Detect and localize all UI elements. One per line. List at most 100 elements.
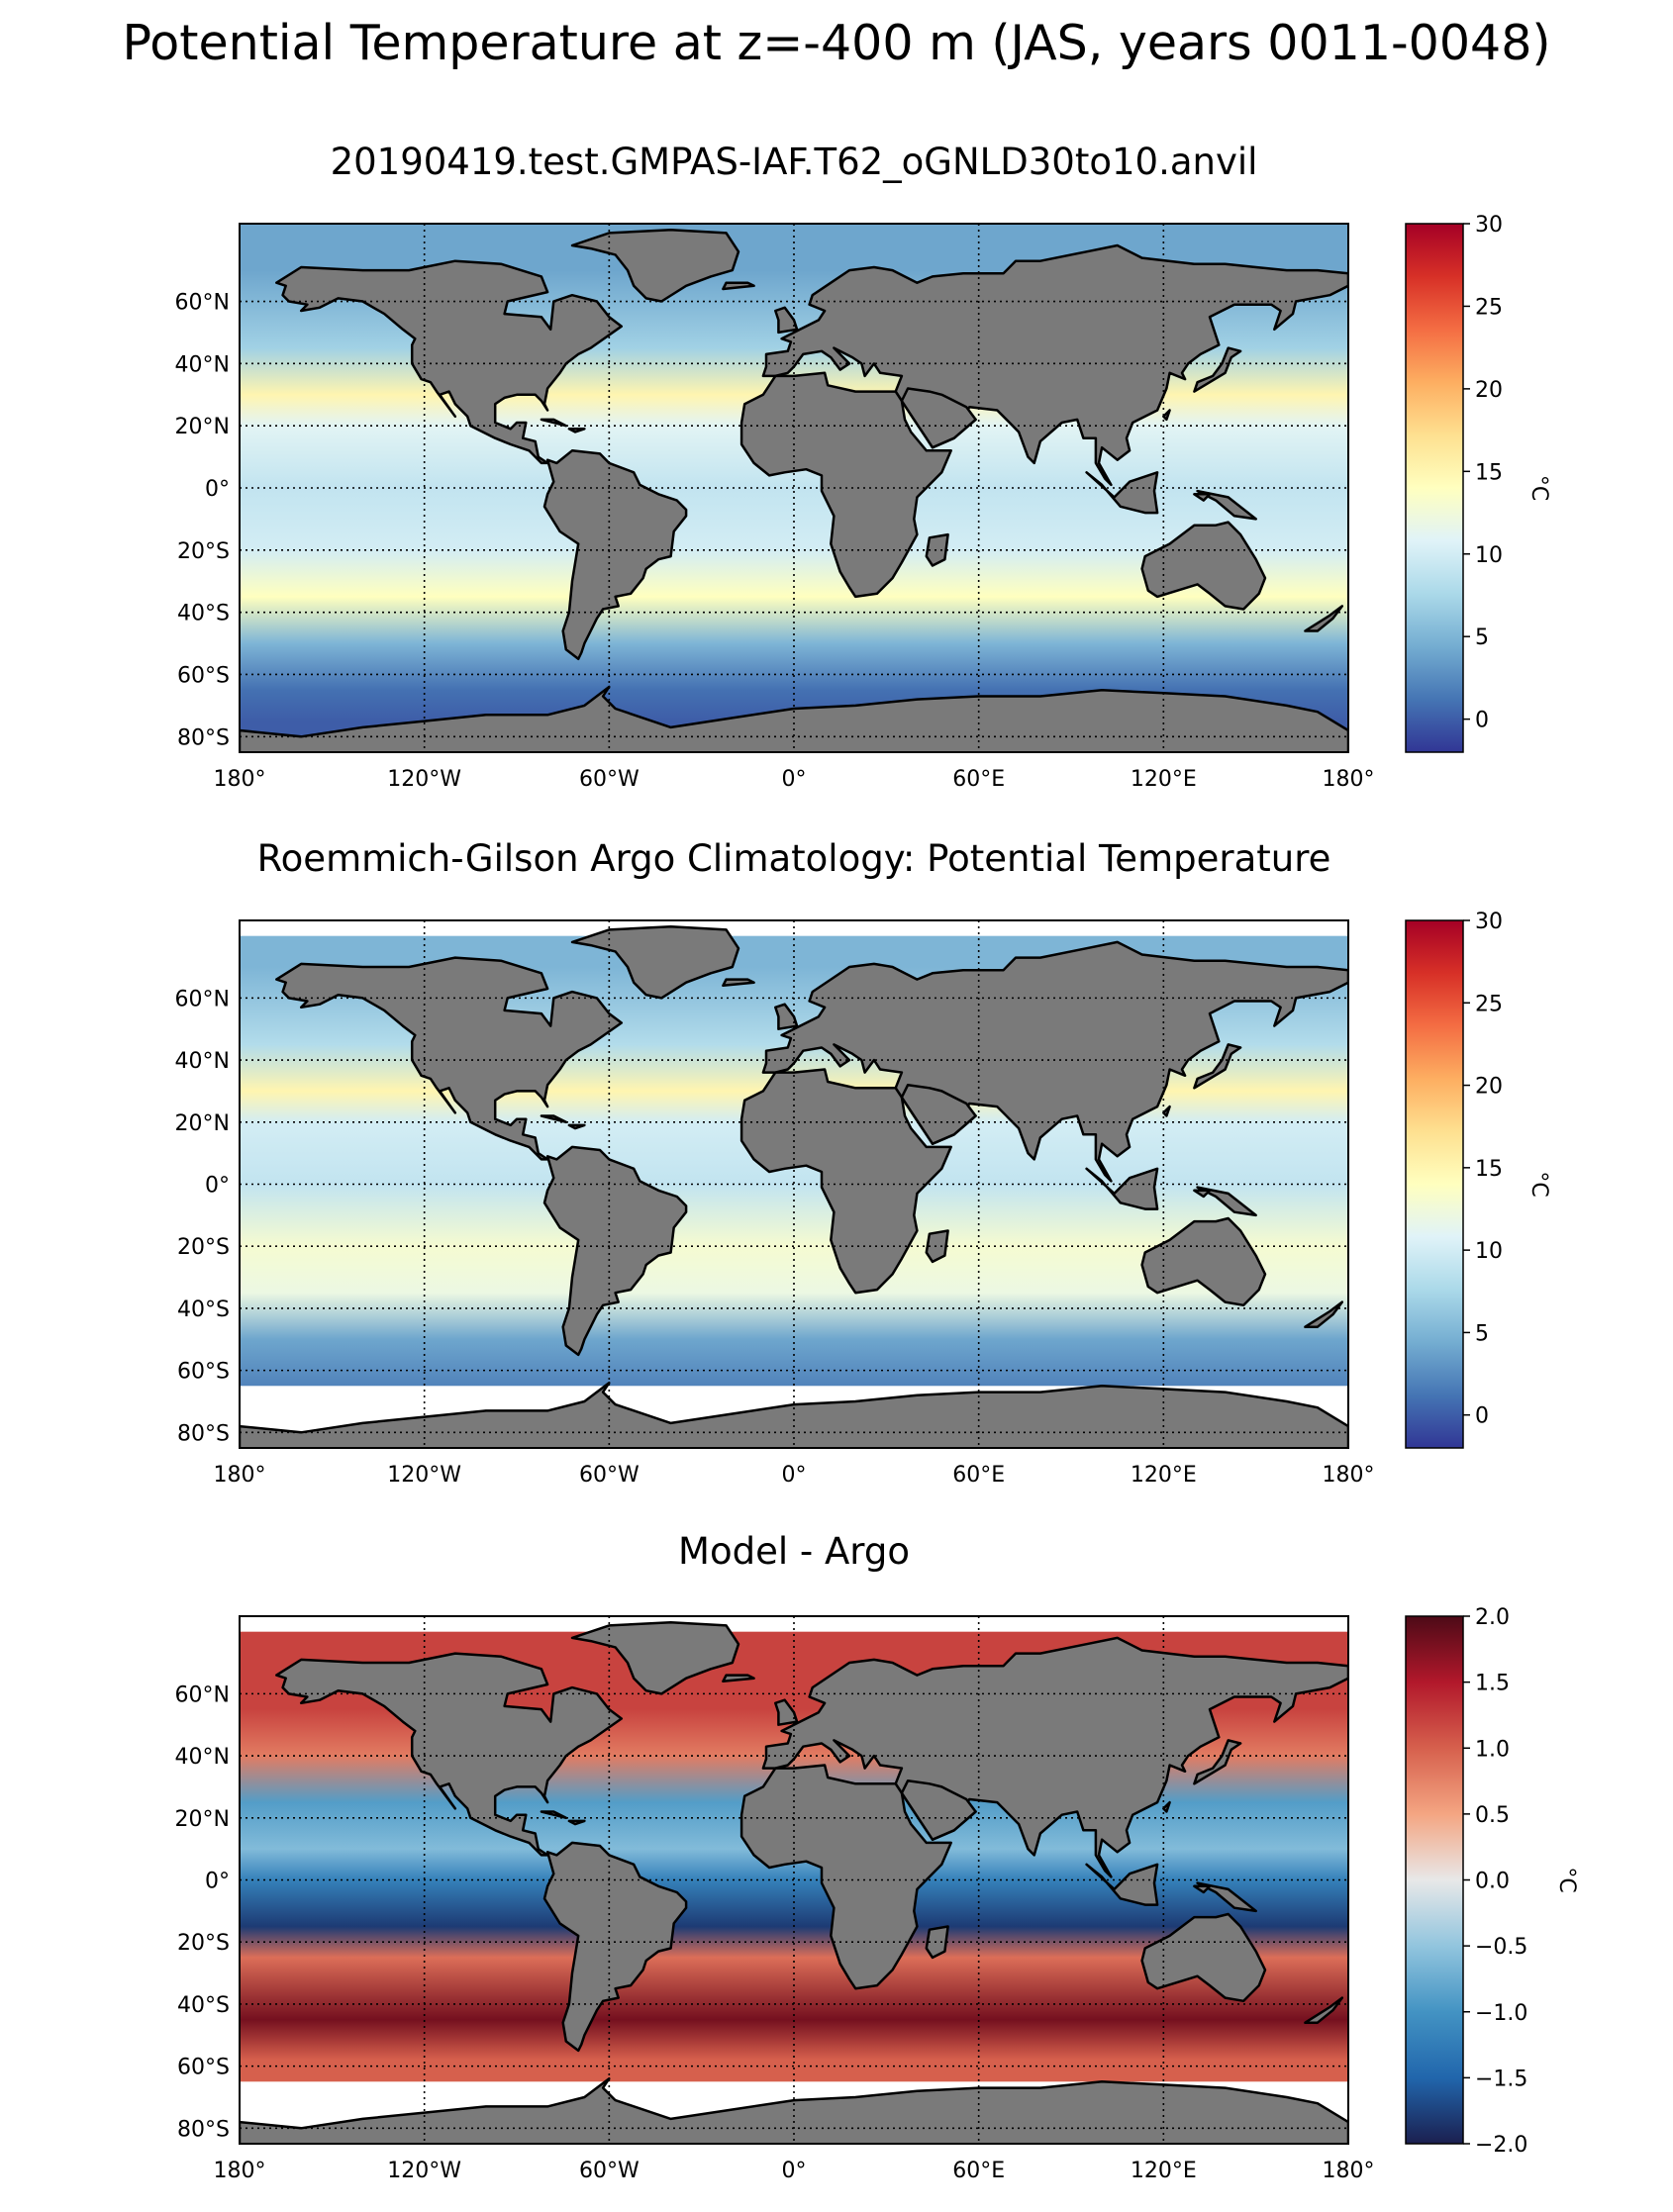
island-3 xyxy=(540,1810,568,1820)
y-tick-label: 0° xyxy=(205,477,230,502)
colorbar: 30 25 20 15 10 5 0 °C xyxy=(1405,910,1551,1449)
figure-title: Potential Temperature at z=-400 m (JAS, … xyxy=(123,15,1551,71)
colorbar-label: °C xyxy=(1554,1867,1579,1892)
gridlines xyxy=(240,920,1348,1448)
panel-title: Roemmich-Gilson Argo Climatology: Potent… xyxy=(257,837,1331,880)
uk-land xyxy=(774,1698,799,1726)
eurasia-land xyxy=(761,243,1348,487)
colorbar-tick-label: 0.5 xyxy=(1475,1803,1510,1828)
x-tick-label: 120°W xyxy=(387,1463,461,1488)
island-0 xyxy=(722,281,755,291)
colorbar-tick-label: 10 xyxy=(1475,1239,1503,1264)
chart-panel-2: Roemmich-Gilson Argo Climatology: Potent… xyxy=(175,837,1551,1488)
uk-land xyxy=(774,306,799,335)
colorbar-tick-label: −2.0 xyxy=(1475,2133,1527,2158)
y-tick-label: 20°N xyxy=(175,1807,230,1832)
eurasia-land xyxy=(761,940,1348,1183)
colorbar: 2.0 1.5 1.0 0.5 0.0 −0.5 −1.0 −1.5 −2.0 °C xyxy=(1405,1605,1579,2158)
x-tick-label: 60°W xyxy=(579,767,640,792)
plot-area xyxy=(240,1616,1348,2144)
colorbar-tick-label: 5 xyxy=(1475,1321,1489,1346)
new-guinea-land xyxy=(1196,489,1257,521)
y-tick-label: 20°S xyxy=(177,1235,230,1260)
colorbar-tick-label: 20 xyxy=(1475,378,1503,403)
madagascar-land xyxy=(925,532,949,567)
y-tick-label: 20°S xyxy=(177,1931,230,1956)
y-tick-label: 80°S xyxy=(177,725,230,750)
colorbar-tick-label: 1.0 xyxy=(1475,1737,1510,1762)
y-tick-label: 40°N xyxy=(175,352,230,377)
island-0 xyxy=(722,1674,755,1683)
colorbar: 30 25 20 15 10 5 0 °C xyxy=(1405,213,1551,753)
colorbar-tick-label: 15 xyxy=(1475,1157,1503,1182)
colorbar-tick-label: 5 xyxy=(1475,625,1489,650)
x-tick-label: 120°E xyxy=(1131,767,1197,792)
island-3 xyxy=(540,418,568,428)
japan-land xyxy=(1193,346,1242,393)
south-america-land xyxy=(542,449,688,661)
colorbar-tick-label: −0.5 xyxy=(1475,1935,1527,1960)
x-tick-label: 180° xyxy=(1323,2159,1375,2183)
island-2 xyxy=(1193,1884,1212,1894)
colorbar-tick-label: 20 xyxy=(1475,1075,1503,1100)
arabia-land xyxy=(900,387,977,449)
plot-frame xyxy=(239,919,1349,1449)
new-zealand-land xyxy=(1304,1996,1344,2024)
plot-frame xyxy=(239,223,1349,753)
indochina-islands-land xyxy=(1085,1863,1159,1906)
x-tick-label: 180° xyxy=(1323,1463,1375,1488)
colorbar-tick-label: 25 xyxy=(1475,295,1503,320)
africa-land xyxy=(739,371,952,599)
x-tick-label: 120°W xyxy=(387,767,461,792)
chart-panel-1: 20190419.test.GMPAS-IAF.T62_oGNLD30to10.… xyxy=(175,141,1551,792)
y-tick-label: 40°N xyxy=(175,1049,230,1074)
greenland-land xyxy=(570,925,740,1000)
new-zealand-land xyxy=(1304,1300,1344,1328)
colorbar-label: °C xyxy=(1526,475,1551,501)
colorbar-tick-label: 30 xyxy=(1475,910,1503,934)
colorbar-bar xyxy=(1405,1615,1464,2145)
y-tick-label: 60°N xyxy=(175,291,230,316)
y-tick-label: 20°N xyxy=(175,1111,230,1136)
x-tick-label: 120°E xyxy=(1131,1463,1197,1488)
north-america-land xyxy=(275,1652,624,1857)
chart-panel-3: Model - Argo 180° 120°W 60°W 0° 60°E 120°E 180°… xyxy=(175,1530,1579,2183)
y-tick-label: 20°N xyxy=(175,415,230,439)
colorbar-tick-label: 30 xyxy=(1475,213,1503,238)
land-mask xyxy=(240,229,1348,752)
y-tick-label: 80°S xyxy=(177,2117,230,2142)
y-tick-label: 40°S xyxy=(177,1298,230,1322)
y-tick-label: 80°S xyxy=(177,1421,230,1446)
island-4 xyxy=(567,1819,586,1826)
japan-land xyxy=(1193,1739,1242,1785)
island-0 xyxy=(722,978,755,988)
eurasia-land xyxy=(761,1636,1348,1878)
island-1 xyxy=(1162,1800,1171,1813)
x-tick-label: 0° xyxy=(782,2159,807,2183)
colorbar-tick-label: 0 xyxy=(1475,709,1489,733)
japan-land xyxy=(1193,1043,1242,1090)
y-tick-label: 0° xyxy=(205,1870,230,1894)
y-tick-label: 60°S xyxy=(177,1360,230,1385)
colorbar-tick-label: −1.5 xyxy=(1475,2067,1527,2091)
north-america-land xyxy=(275,259,624,465)
colorbar-tick-label: 0 xyxy=(1475,1404,1489,1429)
panel-title: 20190419.test.GMPAS-IAF.T62_oGNLD30to10.… xyxy=(331,141,1258,183)
x-tick-label: 180° xyxy=(214,1463,266,1488)
colorbar-tick-label: 1.5 xyxy=(1475,1672,1510,1696)
x-tick-label: 0° xyxy=(782,767,807,792)
y-tick-label: 60°S xyxy=(177,2056,230,2080)
island-4 xyxy=(567,1123,586,1130)
greenland-land xyxy=(570,1621,740,1695)
x-tick-label: 60°E xyxy=(952,2159,1005,2183)
madagascar-land xyxy=(925,1229,949,1264)
greenland-land xyxy=(570,229,740,303)
colorbar-tick-label: 25 xyxy=(1475,992,1503,1016)
x-tick-label: 60°E xyxy=(952,1463,1005,1488)
uk-land xyxy=(774,1003,799,1030)
africa-land xyxy=(739,1764,952,1990)
south-america-land xyxy=(542,1145,688,1357)
new-zealand-land xyxy=(1304,605,1344,632)
y-tick-label: 60°N xyxy=(175,1683,230,1707)
